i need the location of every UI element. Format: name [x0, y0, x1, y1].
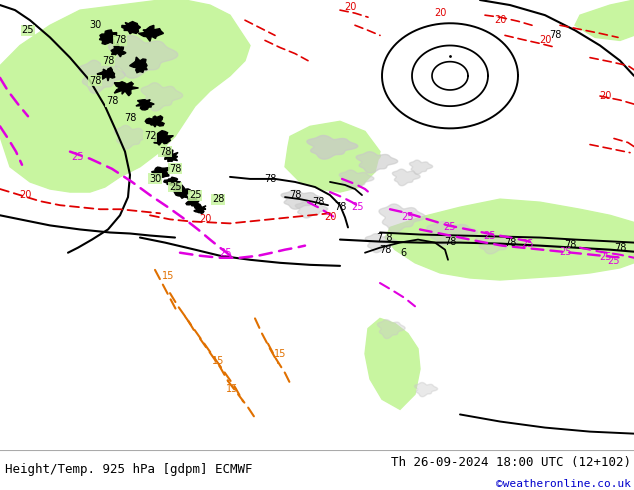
Text: 7 8: 7 8 [377, 233, 392, 243]
Text: 15: 15 [226, 384, 238, 394]
Text: 78: 78 [549, 30, 561, 40]
Text: Th 26-09-2024 18:00 UTC (12+102): Th 26-09-2024 18:00 UTC (12+102) [391, 456, 631, 469]
Polygon shape [365, 318, 420, 409]
Polygon shape [392, 169, 420, 186]
Text: 30: 30 [89, 20, 101, 30]
Text: 78: 78 [102, 56, 114, 66]
Text: 78: 78 [169, 164, 181, 174]
Polygon shape [489, 249, 535, 278]
Text: 25: 25 [608, 256, 620, 266]
Polygon shape [194, 203, 206, 214]
Text: Height/Temp. 925 hPa [gdpm] ECMWF: Height/Temp. 925 hPa [gdpm] ECMWF [5, 463, 252, 476]
Polygon shape [379, 204, 425, 232]
Text: 25: 25 [169, 182, 181, 192]
Polygon shape [141, 83, 183, 111]
Text: 20: 20 [434, 8, 446, 18]
Polygon shape [108, 35, 178, 78]
Text: 15: 15 [162, 271, 174, 281]
Polygon shape [164, 177, 181, 186]
Text: 25: 25 [22, 25, 34, 35]
Text: 15: 15 [212, 356, 224, 366]
Text: 78: 78 [114, 35, 126, 46]
Text: 6: 6 [400, 248, 406, 258]
Polygon shape [307, 135, 358, 159]
Text: 78: 78 [289, 190, 301, 200]
Polygon shape [314, 166, 349, 190]
Text: 72: 72 [144, 131, 156, 142]
Text: 20: 20 [598, 91, 611, 101]
Text: 78: 78 [312, 197, 324, 207]
Text: 78: 78 [264, 174, 276, 184]
Text: 25: 25 [219, 248, 231, 258]
Text: 78: 78 [106, 96, 118, 106]
Polygon shape [129, 57, 147, 73]
Polygon shape [154, 131, 174, 145]
Text: 78: 78 [564, 240, 576, 249]
Text: 20: 20 [539, 35, 551, 46]
Text: 25: 25 [402, 212, 414, 222]
Text: 28: 28 [212, 194, 224, 204]
Polygon shape [424, 242, 459, 265]
Text: 25: 25 [352, 202, 365, 212]
Text: 78: 78 [444, 237, 456, 246]
Polygon shape [575, 0, 634, 41]
Polygon shape [100, 30, 117, 44]
Polygon shape [377, 319, 405, 339]
Text: 78: 78 [614, 243, 626, 253]
Text: 78: 78 [504, 238, 516, 247]
Polygon shape [164, 150, 178, 162]
Text: 25: 25 [444, 222, 456, 232]
Polygon shape [111, 43, 126, 57]
Text: 78: 78 [334, 202, 346, 212]
Polygon shape [114, 82, 138, 96]
Text: 25: 25 [484, 230, 496, 241]
Text: 25: 25 [522, 239, 534, 248]
Text: 78: 78 [158, 147, 171, 157]
Polygon shape [396, 224, 437, 253]
Text: 25: 25 [559, 246, 571, 257]
Polygon shape [145, 116, 164, 127]
Text: 20: 20 [199, 214, 211, 224]
Polygon shape [285, 122, 380, 192]
Polygon shape [174, 185, 191, 198]
Polygon shape [410, 160, 432, 174]
Text: 30: 30 [149, 174, 161, 184]
Text: 78: 78 [378, 245, 391, 255]
Polygon shape [98, 68, 115, 81]
Polygon shape [0, 0, 250, 192]
Polygon shape [385, 199, 634, 280]
Polygon shape [339, 170, 374, 189]
Text: 20: 20 [494, 15, 506, 25]
Polygon shape [476, 233, 518, 254]
Text: 20: 20 [19, 190, 31, 200]
Polygon shape [152, 167, 169, 177]
Polygon shape [415, 383, 437, 397]
Text: 78: 78 [89, 76, 101, 86]
Polygon shape [365, 234, 398, 253]
Polygon shape [295, 201, 328, 218]
Text: 25: 25 [189, 190, 201, 200]
Polygon shape [79, 60, 125, 94]
Text: 20: 20 [344, 2, 356, 12]
Text: 25: 25 [598, 252, 611, 262]
Polygon shape [281, 190, 323, 209]
Text: 25: 25 [72, 152, 84, 162]
Polygon shape [122, 22, 141, 34]
Polygon shape [334, 141, 380, 174]
Text: 15: 15 [274, 349, 286, 359]
Polygon shape [186, 197, 199, 206]
Polygon shape [356, 152, 398, 173]
Text: ©weatheronline.co.uk: ©weatheronline.co.uk [496, 479, 631, 489]
Polygon shape [138, 25, 164, 41]
Polygon shape [136, 99, 154, 110]
Polygon shape [114, 125, 149, 149]
Polygon shape [427, 221, 477, 245]
Text: 20: 20 [324, 212, 336, 222]
Text: 78: 78 [124, 113, 136, 123]
